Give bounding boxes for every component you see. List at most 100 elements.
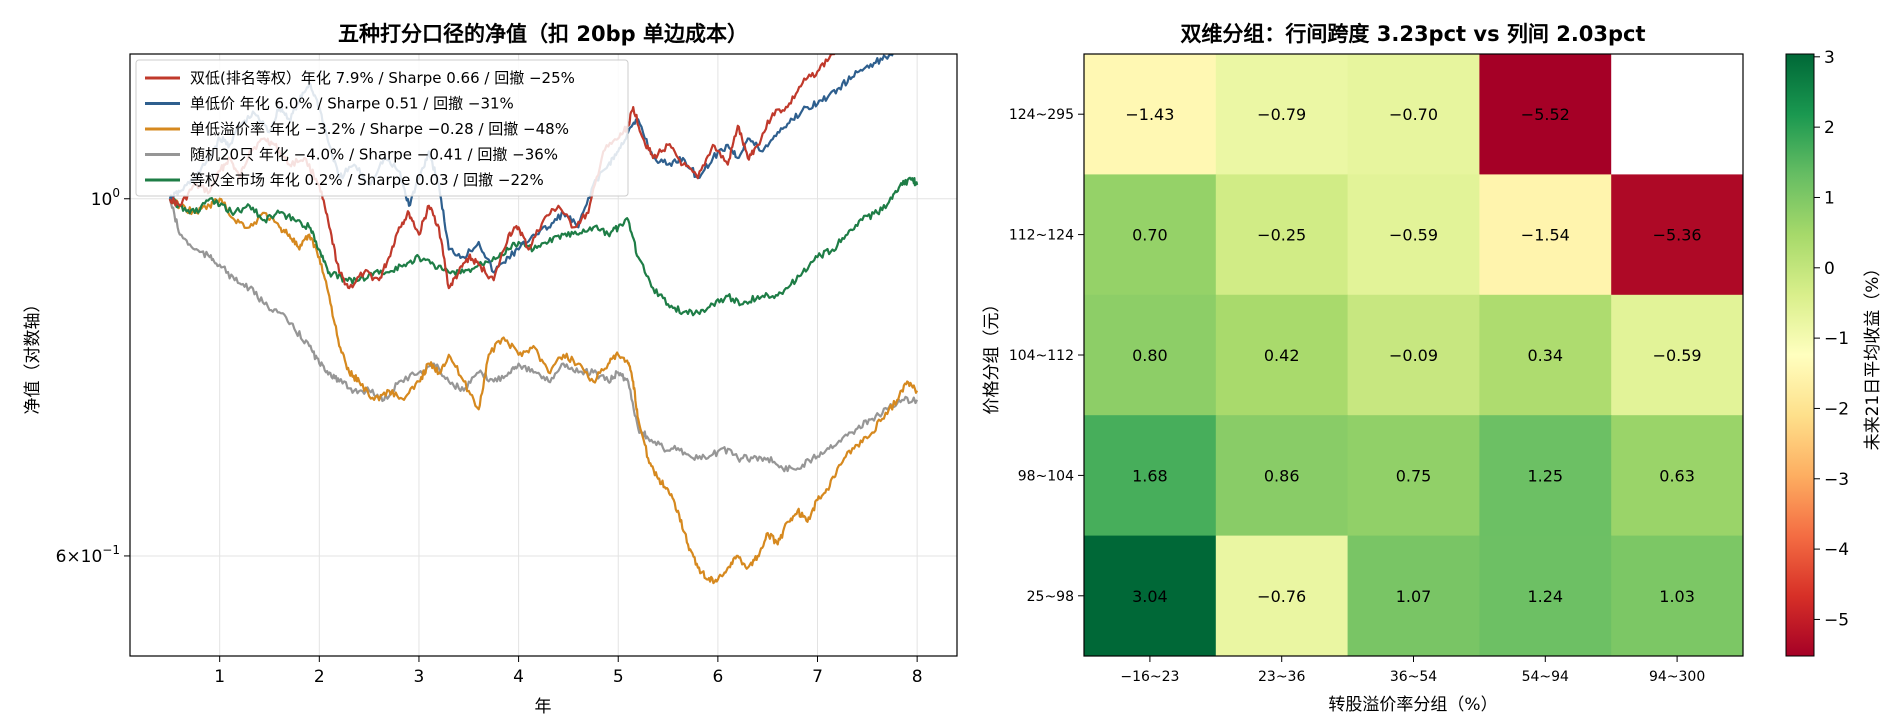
heatmap-cell-label: −0.76	[1257, 587, 1306, 606]
heatmap-cell	[1611, 535, 1744, 657]
heatmap-cell	[1215, 174, 1349, 296]
heatmap-chart: 双维分组：行间跨度 3.23pct vs 列间 2.03pct −1.43 −0.…	[982, 22, 1883, 715]
heatmap-cell-label: −0.70	[1389, 105, 1438, 124]
legend-box	[135, 59, 629, 197]
heatmap-cell	[1479, 535, 1612, 657]
heatmap-x-axis-label: 转股溢价率分组（%）	[1328, 695, 1497, 715]
heatmap-cell-label: 1.07	[1396, 587, 1432, 606]
heatmap-cell-label: −0.79	[1257, 105, 1306, 124]
colorbar-ticks: 3 2 1 0 −1 −2 −3 −4 −5	[1814, 48, 1849, 630]
heatmap-cell-label: 0.86	[1264, 466, 1300, 485]
heatmap-y-tick-label: 98~104	[1018, 468, 1074, 484]
heatmap-cell-label: 1.25	[1527, 466, 1563, 485]
line-legend: 双低(排名等权）年化 7.9% / Sharpe 0.66 / 回撤 −25% 单…	[135, 59, 629, 197]
heatmap-y-tick-label: 124~295	[1009, 107, 1074, 123]
heatmap-cell	[1611, 415, 1744, 537]
heatmap-cell	[1084, 535, 1217, 657]
y-tick-base: 10	[81, 547, 103, 567]
heatmap-cell	[1347, 174, 1480, 296]
heatmap-cells: −1.43 −0.79 −0.70 −5.52 0.70 −0.25 −0.59 −1.54 −…	[1084, 54, 1744, 657]
heatmap-cell-label: −1.43	[1125, 105, 1174, 124]
heatmap-cell-label: −0.25	[1257, 226, 1306, 245]
heatmap-y-axis-label: 价格分组（元）	[982, 296, 1002, 415]
series-line-2	[169, 197, 919, 585]
heatmap-y-ticks: 124~295 112~124 104~112 98~104 25~98	[1009, 107, 1084, 605]
series-line-4	[168, 176, 919, 317]
colorbar-tick-label: −5	[1824, 610, 1849, 630]
x-tick-label: 1	[214, 667, 225, 687]
heatmap-cell	[1479, 174, 1612, 296]
heatmap-cell	[1479, 415, 1612, 537]
heatmap-y-tick-label: 25~98	[1027, 589, 1074, 605]
y-tick-label: 6×10−1	[56, 543, 120, 567]
heatmap-cell	[1084, 294, 1217, 416]
heatmap-cell-label: −1.54	[1521, 226, 1570, 245]
y-tick-label: 100	[91, 186, 120, 210]
x-tick-label: 7	[812, 667, 823, 687]
colorbar-tick-label: 1	[1824, 188, 1835, 208]
heatmap-cell-label: 1.03	[1659, 587, 1695, 606]
heatmap-cell-label: 0.70	[1132, 226, 1168, 245]
legend-entry-4: 等权全市场 年化 0.2% / Sharpe 0.03 / 回撤 −22%	[190, 171, 544, 189]
colorbar-tick-label: 3	[1824, 48, 1835, 68]
colorbar-tick-label: −4	[1824, 540, 1849, 560]
heatmap-x-tick-label: 23~36	[1258, 669, 1305, 685]
heatmap-x-tick-label: 54~94	[1522, 669, 1569, 685]
heatmap-cell	[1084, 54, 1217, 175]
colorbar-tick-label: 2	[1824, 118, 1835, 138]
legend-entry-0: 双低(排名等权）年化 7.9% / Sharpe 0.66 / 回撤 −25%	[190, 69, 575, 87]
line-chart-title: 五种打分口径的净值（扣 20bp 单边成本）	[338, 22, 748, 46]
line-x-ticks: 1 2 3 4 5 6 7 8	[214, 656, 923, 687]
heatmap-cell	[1347, 535, 1480, 657]
line-x-axis-label: 年	[535, 697, 552, 717]
heatmap-cell-label: 0.34	[1527, 346, 1563, 365]
line-chart-frame	[129, 53, 958, 657]
series-line-3	[168, 198, 919, 473]
y-tick-exponent: 0	[112, 186, 120, 200]
x-tick-label: 3	[414, 667, 425, 687]
heatmap-cell	[1215, 54, 1349, 175]
heatmap-cell-label: 1.68	[1132, 466, 1168, 485]
heatmap-cell	[1347, 54, 1480, 175]
heatmap-x-ticks: −16~23 23~36 36~54 54~94 94~300	[1120, 656, 1705, 685]
x-tick-label: 6	[712, 667, 723, 687]
colorbar-label: 未来21日平均收益（%）	[1863, 260, 1883, 451]
heatmap-cell	[1215, 415, 1349, 537]
y-tick-base: 10	[91, 190, 113, 210]
colorbar-tick-label: −2	[1824, 399, 1849, 419]
heatmap-cell-label: −5.36	[1653, 226, 1702, 245]
heatmap-cell	[1479, 294, 1612, 416]
heatmap-cell	[1479, 54, 1612, 175]
heatmap-y-tick-label: 112~124	[1009, 228, 1074, 244]
heatmap-cell	[1611, 174, 1744, 296]
line-y-axis-label: 净值（对数轴）	[23, 296, 43, 415]
legend-entry-1: 单低价 年化 6.0% / Sharpe 0.51 / 回撤 −31%	[190, 95, 514, 113]
heatmap-cell-label: 0.63	[1659, 466, 1695, 485]
heatmap-cell	[1215, 294, 1349, 416]
y-tick-times: ×	[66, 547, 80, 567]
heatmap-cell-label: −0.09	[1389, 346, 1438, 365]
heatmap-x-tick-label: 36~54	[1390, 669, 1437, 685]
colorbar-tick-label: 0	[1824, 259, 1835, 279]
heatmap-cell	[1084, 174, 1217, 296]
heatmap-cell-label: 1.24	[1527, 587, 1563, 606]
legend-entry-2: 单低溢价率 年化 −3.2% / Sharpe −0.28 / 回撤 −48%	[190, 120, 569, 138]
heatmap-cell	[1347, 415, 1480, 537]
heatmap-cell	[1084, 415, 1217, 537]
heatmap-x-tick-label: −16~23	[1120, 669, 1179, 685]
heatmap-cell-label: −0.59	[1389, 226, 1438, 245]
colorbar	[1785, 53, 1815, 657]
heatmap-cell	[1611, 294, 1744, 416]
heatmap-title: 双维分组：行间跨度 3.23pct vs 列间 2.03pct	[1180, 22, 1645, 46]
x-tick-label: 5	[613, 667, 624, 687]
heatmap-cell-label: 0.75	[1396, 466, 1432, 485]
colorbar-tick-label: −3	[1824, 470, 1849, 490]
heatmap-cell-label: 0.42	[1264, 346, 1300, 365]
heatmap-cell-label: 0.80	[1132, 346, 1168, 365]
x-tick-label: 4	[513, 667, 524, 687]
x-tick-label: 2	[314, 667, 325, 687]
heatmap-cell	[1347, 294, 1480, 416]
